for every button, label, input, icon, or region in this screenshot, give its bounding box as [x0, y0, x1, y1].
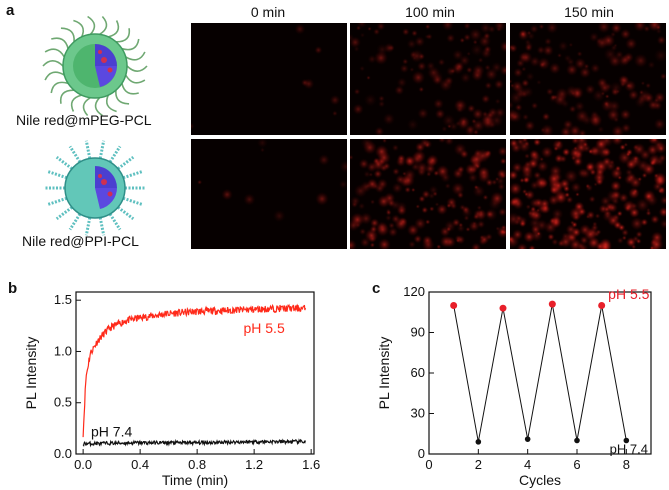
y-tick-label: 60: [411, 365, 425, 380]
y-axis-label: PL Intensity: [23, 337, 39, 410]
point-ph-7-4: [524, 436, 531, 442]
column-title-100min: 100 min: [405, 4, 455, 20]
micrograph-ppi-100min: [350, 139, 506, 249]
series-label-ph-7-4: pH 7.4: [91, 424, 132, 440]
point-ph-7-4: [623, 437, 630, 444]
x-tick-label: 1.2: [245, 457, 263, 472]
micelle-ppi-pcl-illustration: [45, 140, 145, 236]
point-ph-5-5: [548, 300, 556, 308]
y-tick-label: 1.0: [54, 343, 72, 358]
point-ph-7-4: [574, 437, 580, 444]
y-axis-label: PL Intensity: [376, 337, 392, 410]
micelle-mpeg-pcl-illustration: [42, 15, 148, 117]
x-tick-label: 6: [573, 457, 580, 472]
micrograph-mpeg-0min: [191, 23, 347, 135]
x-tick-label: 1.6: [302, 457, 320, 472]
row-label-ppi-pcl: Nile red@PPI-PCL: [22, 233, 139, 249]
panel-b-label: b: [8, 280, 18, 297]
point-ph-7-4: [475, 439, 482, 445]
point-ph-5-5: [499, 304, 507, 312]
x-axis-label: Time (min): [162, 472, 228, 488]
series-line-ph-5-5: [82, 303, 306, 438]
annotation-ph-7-4: pH 7.4: [610, 441, 648, 456]
annotation-ph-5-5: pH 5.5: [608, 286, 649, 302]
x-axis-label: Cycles: [519, 472, 561, 488]
y-tick-label: 90: [411, 325, 425, 340]
micrograph-mpeg-100min: [350, 23, 506, 135]
chart-b-time-course: 0.0 0.4 0.8 1.2 1.6 0.0 0.5 1.0 1.5 Time (min) PL …: [23, 291, 320, 488]
point-ph-5-5: [598, 302, 606, 309]
point-ph-5-5: [450, 302, 458, 309]
x-tick-label: 0.0: [74, 457, 92, 472]
x-tick-label: 4: [524, 457, 531, 472]
series-line-ph-7-4: [82, 438, 306, 448]
x-tick-label: 0.4: [131, 457, 149, 472]
plot-frame: [75, 291, 315, 455]
y-tick-label: 0: [418, 446, 425, 461]
x-tick-label: 0: [425, 457, 432, 472]
chart-c-cycles: 0 2 4 6 8 0 30 60 90 120 Cycles PL Intensity pH 5.5 p…: [376, 284, 652, 488]
x-tick-label: 8: [623, 457, 630, 472]
row-label-mpeg-pcl: Nile red@mPEG-PCL: [16, 112, 152, 128]
micrograph-mpeg-150min: [510, 23, 666, 135]
cycle-line: [453, 304, 627, 442]
column-title-150min: 150 min: [564, 4, 614, 20]
panel-c-label: c: [372, 280, 381, 297]
y-tick-label: 30: [411, 406, 425, 421]
y-tick-label: 0.5: [54, 395, 72, 410]
panel-a-label: a: [6, 2, 15, 19]
micrograph-ppi-150min: [510, 139, 666, 249]
column-title-0min: 0 min: [250, 4, 286, 20]
y-tick-label: 120: [403, 284, 425, 299]
y-tick-label: 1.5: [54, 292, 72, 307]
x-tick-label: 0.8: [188, 457, 206, 472]
series-label-ph-5-5: pH 5.5: [243, 320, 284, 336]
x-tick-label: 2: [475, 457, 482, 472]
y-tick-label: 0.0: [54, 446, 72, 461]
micrograph-ppi-0min: [191, 139, 347, 249]
